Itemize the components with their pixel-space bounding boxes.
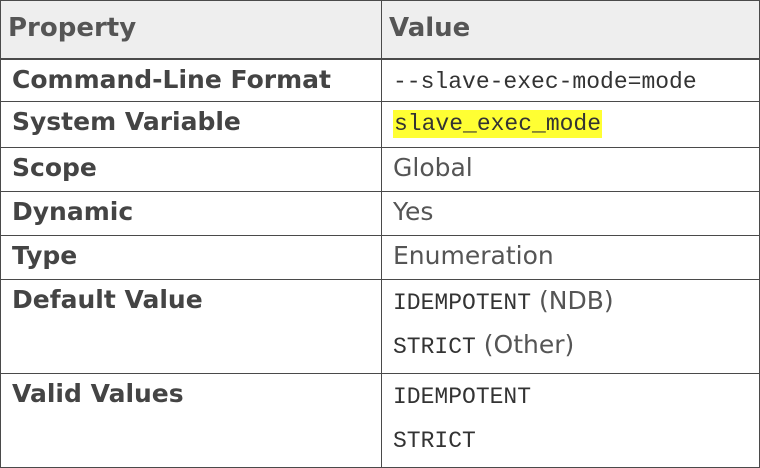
scope-label: Scope	[0, 147, 382, 192]
table-row: System Variable slave_exec_mode	[0, 101, 760, 148]
type-label: Type	[0, 235, 382, 280]
default-value-code: STRICT	[393, 334, 476, 360]
table-row: Type Enumeration	[0, 235, 760, 280]
valid-value-entry: IDEMPOTENT	[393, 379, 759, 423]
default-value-entry: IDEMPOTENT (NDB)	[393, 285, 759, 329]
type-value: Enumeration	[381, 235, 760, 280]
system-variable-code: slave_exec_mode	[393, 110, 603, 138]
table-row: Dynamic Yes	[0, 191, 760, 236]
command-line-format-code: --slave-exec-mode=mode	[393, 68, 697, 95]
table-row: Command-Line Format --slave-exec-mode=mo…	[0, 58, 760, 102]
default-value-note: (Other)	[483, 330, 575, 359]
valid-values-cell: IDEMPOTENT STRICT	[381, 373, 760, 468]
default-value-note: (NDB)	[538, 286, 614, 315]
table-row: Scope Global	[0, 147, 760, 192]
valid-value-entry: STRICT	[393, 423, 759, 467]
default-value-label: Default Value	[0, 279, 382, 374]
default-value-entry: STRICT (Other)	[393, 329, 759, 373]
system-variable-value: slave_exec_mode	[381, 101, 760, 148]
valid-value-code: STRICT	[393, 428, 476, 454]
table-row: Default Value IDEMPOTENT (NDB) STRICT (O…	[0, 279, 760, 374]
table-row: Valid Values IDEMPOTENT STRICT	[0, 373, 760, 468]
default-value-cell: IDEMPOTENT (NDB) STRICT (Other)	[381, 279, 760, 374]
dynamic-value: Yes	[381, 191, 760, 236]
system-variable-label: System Variable	[0, 101, 382, 148]
valid-values-label: Valid Values	[0, 373, 382, 468]
default-value-code: IDEMPOTENT	[393, 290, 532, 316]
header-row: Property Value	[0, 0, 760, 60]
command-line-format-value: --slave-exec-mode=mode	[381, 58, 760, 102]
scope-value: Global	[381, 147, 760, 192]
command-line-format-label: Command-Line Format	[0, 58, 382, 102]
valid-value-code: IDEMPOTENT	[393, 384, 532, 410]
dynamic-label: Dynamic	[0, 191, 382, 236]
property-column-header: Property	[0, 0, 382, 60]
value-column-header: Value	[381, 0, 760, 60]
